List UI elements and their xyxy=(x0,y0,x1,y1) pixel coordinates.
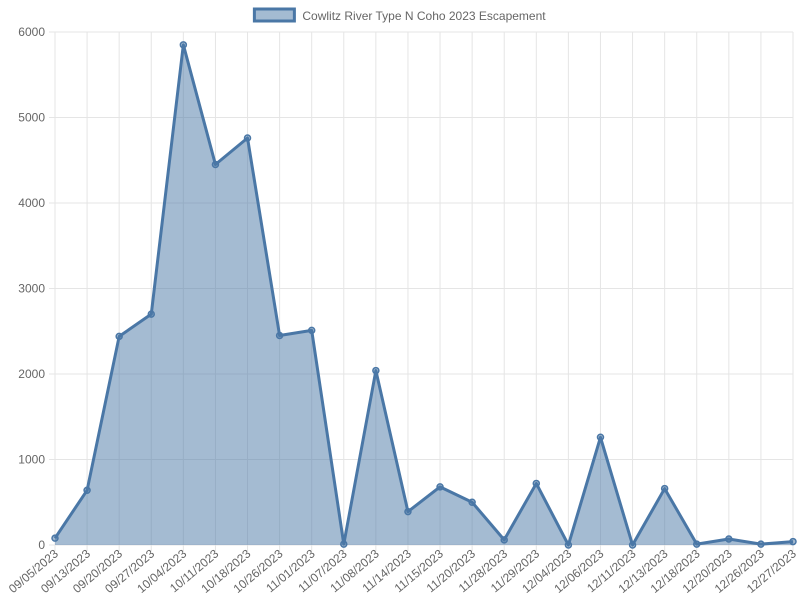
point xyxy=(179,41,188,49)
point xyxy=(660,484,669,493)
legend-swatch[interactable] xyxy=(252,7,296,23)
point xyxy=(275,331,284,340)
point xyxy=(372,366,380,375)
point xyxy=(692,540,701,548)
area xyxy=(55,44,793,545)
point xyxy=(115,332,123,341)
point xyxy=(436,483,444,491)
point xyxy=(243,134,252,142)
point xyxy=(468,498,476,506)
point xyxy=(83,486,91,495)
point xyxy=(725,535,733,543)
point xyxy=(307,326,316,335)
point xyxy=(51,534,59,542)
point xyxy=(147,310,156,318)
y-tick-label: 2000 xyxy=(18,367,45,381)
y-tick-label: 4000 xyxy=(18,196,45,210)
y-tick-label: 6000 xyxy=(18,25,45,39)
point xyxy=(404,507,412,516)
y-tick-label: 3000 xyxy=(18,282,45,296)
line xyxy=(53,43,794,547)
point xyxy=(757,540,765,548)
point xyxy=(532,479,541,488)
legend-label: Cowlitz River Type N Coho 2023 Escapemen… xyxy=(302,9,546,23)
point xyxy=(211,160,220,169)
point xyxy=(564,541,573,549)
y-tick-label: 1000 xyxy=(18,453,45,467)
y-tick-label: 0 xyxy=(38,538,45,552)
point xyxy=(628,541,637,549)
point xyxy=(789,537,797,546)
y-tick-label: 5000 xyxy=(18,111,45,125)
point xyxy=(500,536,508,544)
point xyxy=(596,433,605,442)
point xyxy=(340,540,348,548)
